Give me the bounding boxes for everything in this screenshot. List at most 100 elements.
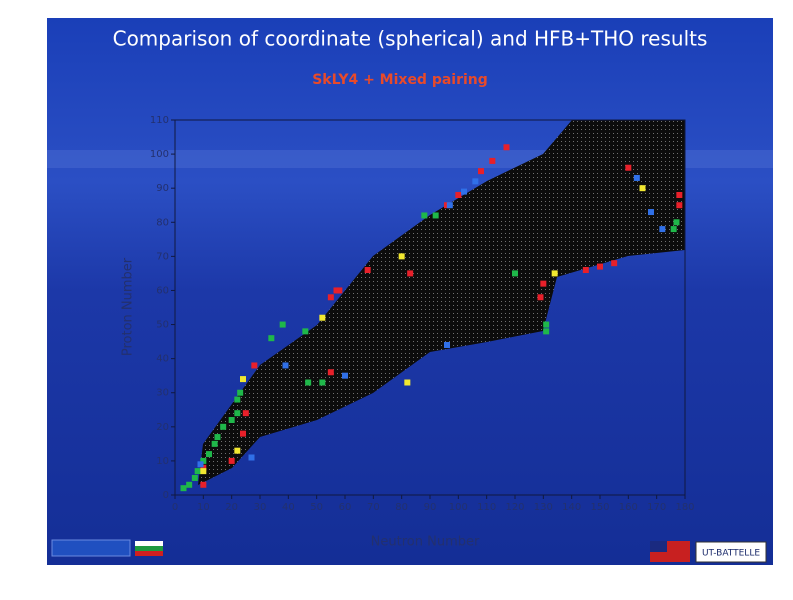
data-point (543, 328, 550, 335)
x-tick-label: 160 (619, 502, 638, 513)
x-tick-label: 150 (590, 502, 609, 513)
data-point (186, 481, 193, 488)
data-point (444, 342, 450, 348)
data-point (421, 212, 428, 219)
data-point (364, 267, 371, 273)
y-tick-label: 50 (156, 320, 169, 331)
data-point (228, 417, 235, 423)
x-tick-label: 110 (477, 502, 496, 513)
y-tick-label: 90 (156, 183, 169, 194)
data-point (512, 270, 518, 277)
ut-battelle-logo (695, 541, 767, 563)
x-tick-label: 20 (225, 502, 238, 513)
data-point (597, 263, 603, 270)
data-point (659, 226, 666, 233)
logo-text: UT-BATTELLE (702, 549, 760, 559)
data-point (279, 321, 286, 328)
data-point (200, 481, 207, 488)
y-tick-label: 0 (163, 490, 169, 501)
x-tick-label: 10 (197, 502, 210, 513)
x-tick-label: 30 (254, 502, 267, 513)
data-point (455, 192, 462, 198)
data-point (237, 389, 244, 396)
x-tick-label: 140 (562, 502, 581, 513)
x-tick-label: 90 (424, 502, 437, 513)
data-point (461, 188, 467, 195)
y-tick-label: 110 (150, 115, 169, 126)
data-point (540, 280, 547, 287)
data-point (268, 335, 275, 342)
data-point (582, 267, 589, 273)
data-point (240, 376, 246, 383)
data-point (472, 178, 479, 185)
data-point (625, 164, 632, 171)
data-point (543, 321, 550, 328)
y-tick-label: 30 (156, 388, 169, 399)
y-tick-label: 20 (156, 422, 169, 433)
x-tick-label: 70 (367, 502, 380, 513)
data-point (404, 379, 411, 386)
y-tick-label: 80 (156, 217, 169, 228)
data-point (248, 454, 255, 461)
data-point (220, 423, 227, 430)
data-point (670, 226, 677, 233)
data-point (648, 209, 654, 216)
data-point (305, 379, 312, 386)
data-point (251, 362, 258, 369)
x-tick-label: 120 (505, 502, 524, 513)
chart-subtitle: SkLY4 + Mixed pairing (312, 72, 488, 88)
flag-stripe (135, 546, 163, 551)
x-tick-label: 80 (395, 502, 408, 513)
data-point (327, 294, 334, 301)
y-tick-label: 70 (156, 251, 169, 262)
data-point (676, 202, 683, 209)
data-point (234, 410, 241, 417)
data-point (206, 451, 212, 458)
data-point (478, 168, 484, 175)
data-point (537, 294, 544, 301)
data-point (200, 464, 207, 471)
data-point (398, 253, 405, 260)
data-point (240, 430, 246, 437)
data-point (551, 270, 558, 277)
y-axis-label: Proton Number (121, 257, 136, 356)
data-point (633, 174, 640, 181)
data-point (336, 287, 343, 294)
data-point (639, 185, 646, 192)
data-point (302, 328, 309, 335)
x-tick-label: 50 (310, 502, 323, 513)
x-tick-label: 180 (675, 502, 694, 513)
data-point (319, 314, 326, 321)
y-tick-label: 100 (150, 149, 169, 160)
data-point (673, 219, 680, 226)
slide-title: Comparison of coordinate (spherical) and… (113, 27, 708, 51)
data-point (194, 468, 201, 475)
data-point (234, 447, 241, 454)
left-logo (51, 539, 131, 557)
data-point (319, 379, 326, 386)
flag-stripe (135, 541, 163, 546)
data-point (432, 212, 439, 219)
x-tick-label: 170 (647, 502, 666, 513)
x-tick-label: 60 (339, 502, 352, 513)
data-point (191, 474, 198, 481)
data-point (407, 270, 414, 277)
data-point (611, 260, 618, 267)
us-flag-canton (650, 541, 667, 552)
y-tick-label: 40 (156, 354, 169, 365)
nuclide-region (198, 120, 685, 485)
data-point (489, 157, 496, 164)
data-point (342, 372, 348, 379)
x-tick-label: 100 (449, 502, 468, 513)
data-point (228, 457, 235, 464)
data-point (446, 202, 453, 209)
data-point (676, 192, 683, 198)
data-point (242, 410, 249, 417)
data-point (211, 440, 218, 447)
x-axis-label: Neutron Number (371, 535, 480, 550)
y-tick-label: 10 (156, 456, 169, 467)
data-point (282, 362, 289, 369)
data-point (327, 369, 334, 376)
x-tick-label: 40 (282, 502, 295, 513)
